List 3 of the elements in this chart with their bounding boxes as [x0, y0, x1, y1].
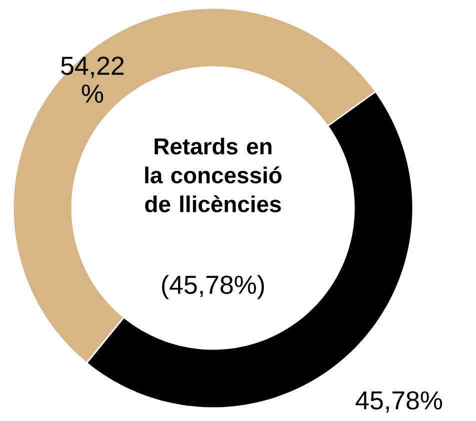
text: Retards en la concessió de llicències [145, 138, 282, 212]
data-label: 45,78% [356, 391, 442, 413]
text: (45,78%) [162, 274, 264, 300]
